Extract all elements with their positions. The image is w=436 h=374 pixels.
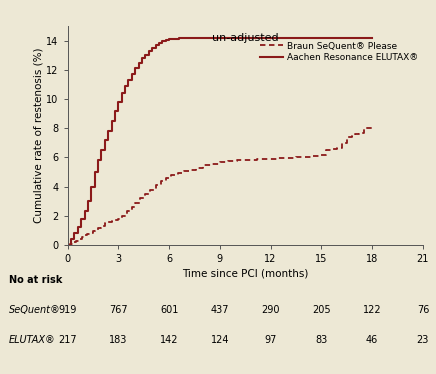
Text: 205: 205 [312,305,331,315]
X-axis label: Time since PCI (months): Time since PCI (months) [182,268,308,278]
Y-axis label: Cumulative rate of restenosis (%): Cumulative rate of restenosis (%) [34,48,44,223]
Text: 437: 437 [211,305,229,315]
Text: 142: 142 [160,335,178,345]
Text: ELUTAX®: ELUTAX® [9,335,55,345]
Text: 767: 767 [109,305,128,315]
Text: No at risk: No at risk [9,275,62,285]
Text: 217: 217 [58,335,77,345]
Text: 46: 46 [366,335,378,345]
Text: 122: 122 [363,305,382,315]
Text: 290: 290 [261,305,280,315]
Text: 97: 97 [265,335,277,345]
Text: 76: 76 [417,305,429,315]
Text: 124: 124 [211,335,229,345]
Text: 919: 919 [58,305,77,315]
Text: un-adjusted: un-adjusted [212,33,279,43]
Legend: Braun SeQuent® Please, Aachen Resonance ELUTAX®: Braun SeQuent® Please, Aachen Resonance … [260,42,419,62]
Text: 23: 23 [417,335,429,345]
Text: 601: 601 [160,305,178,315]
Text: 83: 83 [315,335,327,345]
Text: SeQuent®: SeQuent® [9,305,61,315]
Text: 183: 183 [109,335,128,345]
